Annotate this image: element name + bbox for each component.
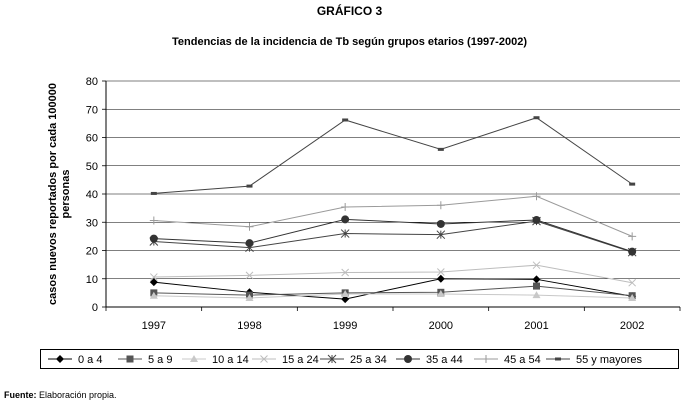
- y-tick-label: 60: [86, 133, 98, 145]
- series-point: [436, 290, 445, 298]
- series-point: [436, 274, 445, 283]
- series-point: [149, 216, 158, 225]
- series-point: [341, 202, 350, 211]
- series-point: [149, 234, 158, 243]
- series-line: [153, 264, 633, 284]
- series-line: [153, 278, 633, 300]
- series-point: [532, 261, 541, 270]
- y-tick-label: 40: [86, 189, 98, 201]
- series-point: [436, 268, 445, 276]
- series-point: [341, 268, 350, 277]
- y-tick-label: 0: [92, 302, 98, 314]
- x-tick-labels: 1997 1998 1999 2000 2001 2002: [142, 320, 645, 332]
- source-label: Fuente:: [4, 390, 37, 400]
- series-line: [153, 293, 633, 299]
- series-15-a-24: [149, 261, 637, 287]
- chart-title: GRÁFICO 3: [316, 4, 383, 18]
- y-tick-label: 10: [86, 274, 98, 286]
- series-line: [153, 220, 633, 253]
- y-tick-label: 80: [86, 76, 98, 88]
- series-line: [153, 195, 633, 237]
- series-5-a-9: [150, 282, 636, 300]
- axes: [102, 80, 681, 311]
- series-45-a-54: [149, 192, 637, 241]
- series-point: [341, 215, 350, 224]
- series-35-a-44: [149, 215, 637, 256]
- series-point: [533, 282, 540, 290]
- series-point: [245, 222, 254, 231]
- series-point: [149, 291, 158, 299]
- series-point: [437, 147, 444, 151]
- y-tick-label: 20: [86, 246, 98, 258]
- series-point: [629, 182, 636, 186]
- series-point: [436, 230, 446, 240]
- series-point: [628, 278, 637, 287]
- series-layer: [149, 116, 637, 304]
- series-point: [245, 239, 254, 248]
- x-tick-label: 2001: [524, 320, 548, 332]
- x-tick-label: 1998: [237, 320, 261, 332]
- series-point: [150, 191, 157, 195]
- series-line: [153, 117, 633, 194]
- series-point: [149, 278, 158, 287]
- series-point: [149, 273, 158, 281]
- x-tick-label: 1997: [142, 320, 166, 332]
- series-point: [246, 184, 253, 188]
- series-line: [153, 218, 633, 253]
- x-tick-label: 2000: [429, 320, 453, 332]
- gridlines: [106, 80, 680, 280]
- series-point: [533, 116, 540, 120]
- y-tick-label: 50: [86, 161, 98, 173]
- series-point: [436, 219, 445, 228]
- series-point: [532, 275, 541, 284]
- series-line: [153, 285, 633, 297]
- series-point: [245, 293, 254, 301]
- series-point: [436, 201, 445, 210]
- x-tick-label: 2002: [620, 320, 644, 332]
- series-point: [628, 293, 637, 301]
- y-axis-label: casos nuevos reportados por cada 100000p…: [47, 83, 72, 305]
- series-point: [628, 232, 637, 241]
- y-tick-labels: 0 10 20 30 40 50 60 70 80: [86, 76, 98, 314]
- series-point: [341, 295, 350, 304]
- series-point: [628, 247, 637, 256]
- series-point: [340, 229, 350, 238]
- legend: [40, 349, 679, 369]
- y-tick-label: 70: [86, 104, 98, 116]
- series-point: [532, 215, 541, 224]
- chart-subtitle: Tendencias de la incidencia de Tb según …: [172, 36, 527, 48]
- series-point: [341, 290, 350, 298]
- series-point: [342, 118, 349, 122]
- series-point: [532, 192, 541, 201]
- series-point: [245, 271, 254, 280]
- source-text: Elaboración propia.: [36, 390, 117, 400]
- series-10-a-14: [149, 290, 637, 301]
- series-point: [532, 291, 541, 299]
- x-tick-label: 1999: [333, 320, 357, 332]
- source-note: Fuente: Elaboración propia.: [4, 390, 117, 400]
- y-tick-label: 30: [86, 217, 98, 229]
- series-55-y-mayores: [150, 116, 636, 195]
